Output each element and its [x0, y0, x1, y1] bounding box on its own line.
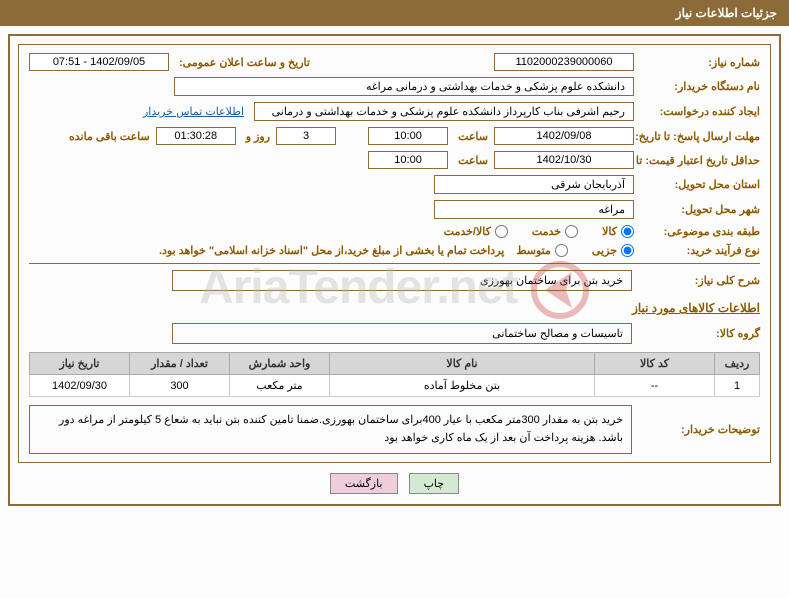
row-province: استان محل تحویل: آذربایجان شرقی	[29, 175, 760, 194]
buyer-contact-link[interactable]: اطلاعات تماس خریدار	[143, 105, 244, 118]
category-radio-group: کالا خدمت کالا/خدمت	[444, 225, 634, 238]
remain-label: ساعت باقی مانده	[65, 130, 150, 143]
need-no-label: شماره نیاز:	[640, 56, 760, 69]
days-label: روز و	[242, 130, 270, 143]
row-buyer-desc: توضیحات خریدار: خرید بتن به مقدار 300متر…	[29, 405, 760, 454]
radio-medium[interactable]: متوسط	[516, 244, 568, 257]
title-bar: جزئیات اطلاعات نیاز	[0, 0, 789, 26]
process-label: نوع فرآیند خرید:	[640, 244, 760, 257]
category-label: طبقه بندی موضوعی:	[640, 225, 760, 238]
row-desc: شرح کلی نیاز: خرید بتن برای ساختمان بهور…	[29, 270, 760, 291]
radio-medium-input[interactable]	[555, 244, 568, 257]
items-section-title: اطلاعات کالاهای مورد نیاز	[29, 301, 760, 315]
row-buyer-org: نام دستگاه خریدار: دانشکده علوم پزشکی و …	[29, 77, 760, 96]
deadline-time: 10:00	[368, 127, 448, 145]
outer-frame: شماره نیاز: 1102000239000060 تاریخ و ساع…	[8, 34, 781, 506]
province-value: آذربایجان شرقی	[434, 175, 634, 194]
items-table: ردیف کد کالا نام کالا واحد شمارش تعداد /…	[29, 352, 760, 397]
deadline-date: 1402/09/08	[494, 127, 634, 145]
buyer-org-value: دانشکده علوم پزشکی و خدمات بهداشتی و درم…	[174, 77, 634, 96]
need-no-value: 1102000239000060	[494, 53, 634, 71]
radio-kala-khedmat[interactable]: کالا/خدمت	[444, 225, 508, 238]
td-unit: متر مکعب	[230, 375, 330, 397]
row-city: شهر محل تحویل: مراغه	[29, 200, 760, 219]
countdown-timer: 01:30:28	[156, 127, 236, 145]
th-qty: تعداد / مقدار	[130, 353, 230, 375]
separator-1	[29, 263, 760, 264]
desc-label: شرح کلی نیاز:	[640, 274, 760, 287]
print-button[interactable]: چاپ	[409, 473, 460, 494]
requester-value: رحیم اشرفی بناب کارپرداز دانشکده علوم پز…	[254, 102, 634, 121]
td-row-no: 1	[715, 375, 760, 397]
back-button[interactable]: بازگشت	[330, 473, 398, 494]
buyer-desc-value: خرید بتن به مقدار 300متر مکعب با عیار 40…	[29, 405, 632, 454]
radio-khedmat-input[interactable]	[565, 225, 578, 238]
group-label: گروه کالا:	[640, 327, 760, 340]
th-item-code: کد کالا	[595, 353, 715, 375]
th-need-date: تاریخ نیاز	[30, 353, 130, 375]
buyer-desc-label: توضیحات خریدار:	[640, 423, 760, 436]
radio-kala-khedmat-label: کالا/خدمت	[444, 225, 491, 238]
row-need-no: شماره نیاز: 1102000239000060 تاریخ و ساع…	[29, 53, 760, 71]
table-row: 1 -- بتن مخلوط آماده متر مکعب 300 1402/0…	[30, 375, 760, 397]
td-need-date: 1402/09/30	[30, 375, 130, 397]
buyer-org-label: نام دستگاه خریدار:	[640, 80, 760, 93]
radio-kala-input[interactable]	[621, 225, 634, 238]
radio-kala-label: کالا	[602, 225, 617, 238]
validity-label: حداقل تاریخ اعتبار قیمت: تا تاریخ:	[640, 154, 760, 167]
requester-label: ایجاد کننده درخواست:	[640, 105, 760, 118]
validity-hour-label: ساعت	[454, 154, 488, 167]
th-row-no: ردیف	[715, 353, 760, 375]
row-process: نوع فرآیند خرید: جزیی متوسط پرداخت تمام …	[29, 244, 760, 257]
radio-khedmat[interactable]: خدمت	[532, 225, 578, 238]
td-qty: 300	[130, 375, 230, 397]
td-item-code: --	[595, 375, 715, 397]
table-header-row: ردیف کد کالا نام کالا واحد شمارش تعداد /…	[30, 353, 760, 375]
radio-khedmat-label: خدمت	[532, 225, 561, 238]
td-item-name: بتن مخلوط آماده	[330, 375, 595, 397]
th-unit: واحد شمارش	[230, 353, 330, 375]
row-requester: ایجاد کننده درخواست: رحیم اشرفی بناب کار…	[29, 102, 760, 121]
validity-time: 10:00	[368, 151, 448, 169]
radio-medium-label: متوسط	[516, 244, 551, 257]
announce-value: 1402/09/05 - 07:51	[29, 53, 169, 71]
radio-partial-input[interactable]	[621, 244, 634, 257]
days-remaining: 3	[276, 127, 336, 145]
details-panel: شماره نیاز: 1102000239000060 تاریخ و ساع…	[18, 44, 771, 463]
city-value: مراغه	[434, 200, 634, 219]
button-row: چاپ بازگشت	[10, 473, 779, 494]
radio-partial-label: جزیی	[592, 244, 617, 257]
row-validity: حداقل تاریخ اعتبار قیمت: تا تاریخ: 1402/…	[29, 151, 760, 169]
city-label: شهر محل تحویل:	[640, 203, 760, 216]
row-group: گروه کالا: تاسیسات و مصالح ساختمانی	[29, 323, 760, 344]
province-label: استان محل تحویل:	[640, 178, 760, 191]
row-deadline: مهلت ارسال پاسخ: تا تاریخ: 1402/09/08 سا…	[29, 127, 760, 145]
payment-hint: پرداخت تمام یا بخشی از مبلغ خرید،از محل …	[159, 244, 504, 257]
row-category: طبقه بندی موضوعی: کالا خدمت کالا/خدمت	[29, 225, 760, 238]
announce-label: تاریخ و ساعت اعلان عمومی:	[175, 56, 310, 69]
process-radio-group: جزیی متوسط	[516, 244, 634, 257]
th-item-name: نام کالا	[330, 353, 595, 375]
group-value: تاسیسات و مصالح ساختمانی	[172, 323, 632, 344]
deadline-label: مهلت ارسال پاسخ: تا تاریخ:	[640, 130, 760, 143]
radio-kala-khedmat-input[interactable]	[495, 225, 508, 238]
deadline-hour-label: ساعت	[454, 130, 488, 143]
radio-kala[interactable]: کالا	[602, 225, 634, 238]
validity-date: 1402/10/30	[494, 151, 634, 169]
desc-value: خرید بتن برای ساختمان بهورزی	[172, 270, 632, 291]
radio-partial[interactable]: جزیی	[592, 244, 634, 257]
